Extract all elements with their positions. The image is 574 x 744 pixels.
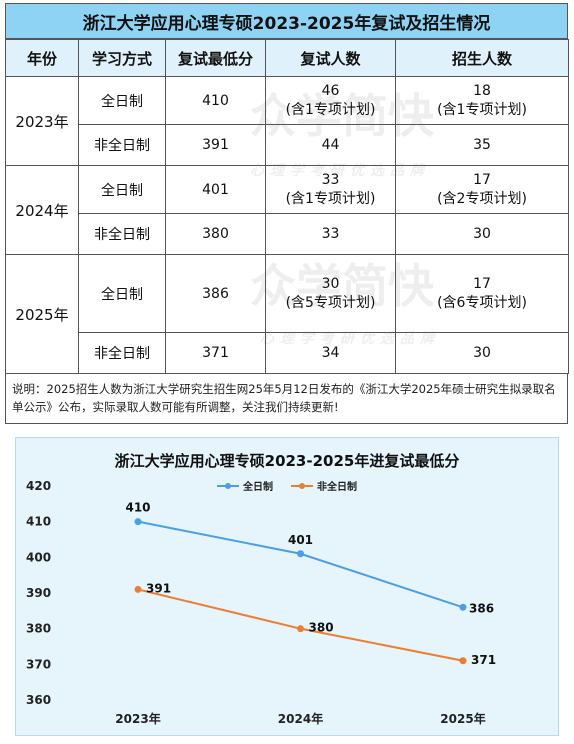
data-point (134, 585, 142, 593)
y-tick-label: 380 (26, 622, 51, 636)
admit-cell: 17 (含2专项计划) (395, 165, 569, 214)
line-chart-panel: 浙江大学应用心理专硕2023-2025年进复试最低分 全日制 非全日制 360 3… (15, 437, 559, 736)
y-tick-label: 400 (26, 550, 51, 564)
score-cell: 386 (165, 254, 266, 333)
header-retest-count: 复试人数 (265, 39, 396, 77)
y-tick-label: 390 (26, 586, 51, 600)
score-cell: 410 (165, 76, 266, 125)
data-point (459, 603, 467, 611)
legend-label: 全日制 (243, 482, 273, 493)
mode-cell: 全日制 (78, 254, 166, 333)
y-tick-label: 420 (26, 479, 51, 493)
chart-title: 浙江大学应用心理专硕2023-2025年进复试最低分 (114, 452, 460, 470)
mode-cell: 非全日制 (78, 332, 166, 374)
admit-cell: 30 (395, 332, 569, 374)
data-point (459, 657, 467, 665)
data-label: 380 (309, 621, 334, 635)
score-cell: 391 (165, 124, 266, 166)
table-row: 2025年 全日制 386 30 (含5专项计划) 17 (含6专项计划) (5, 254, 569, 374)
line-chart: 360 370 380 390 400 410 420 2023年 2024年 2025年 410 4… (26, 479, 496, 726)
header-admit-count: 招生人数 (395, 39, 569, 77)
data-label: 386 (469, 601, 494, 615)
legend-swatch-parttime (291, 482, 313, 489)
data-label: 401 (288, 533, 313, 547)
score-cell: 401 (165, 165, 266, 214)
data-point (297, 550, 304, 558)
year-cell: 2024年 (5, 165, 79, 255)
retest-note: (含1专项计划) (285, 101, 376, 118)
retest-value: 46 (321, 82, 340, 99)
admit-cell: 30 (395, 213, 569, 255)
admit-value: 18 (473, 82, 491, 99)
table-row: 非全日制 391 44 35 (6, 124, 569, 166)
score-cell: 371 (165, 332, 266, 374)
x-tick-label: 2025年 (440, 711, 485, 726)
admit-cell: 18 (含1专项计划) (395, 76, 569, 125)
admit-cell: 17 (含6专项计划) (395, 254, 569, 333)
header-mode: 学习方式 (78, 39, 166, 77)
data-label: 391 (146, 581, 171, 595)
legend-item-parttime: 非全日制 (291, 478, 357, 493)
data-point (134, 518, 142, 526)
retest-cell: 46 (含1专项计划) (265, 76, 396, 125)
header-year: 年份 (5, 39, 79, 77)
y-tick-label: 410 (26, 515, 51, 529)
table-row: 2024年 全日制 401 33 (含1专项计划) 17 (含2专项计划) (5, 165, 569, 255)
retest-cell: 34 (265, 332, 396, 374)
y-tick-label: 370 (26, 657, 51, 671)
year-cell: 2025年 (5, 254, 79, 374)
table-header-row: 年份 学习方式 复试最低分 复试人数 招生人数 (5, 39, 569, 77)
admit-cell: 35 (395, 124, 569, 166)
year-cell: 2023年 (5, 76, 79, 166)
retest-value: 30 (321, 275, 340, 292)
admit-value: 17 (473, 171, 491, 188)
page-title: 浙江大学应用心理专硕2023-2025年复试及招生情况 (5, 3, 568, 39)
data-label: 410 (125, 501, 150, 515)
table-row: 非全日制 371 34 30 (6, 332, 569, 374)
mode-cell: 非全日制 (78, 213, 166, 255)
retest-cell: 44 (265, 124, 396, 166)
footnote: 说明：2025招生人数为浙江大学研究生招生网25年5月12日发布的《浙江大学20… (5, 374, 568, 424)
x-tick-label: 2024年 (278, 711, 323, 726)
mode-cell: 非全日制 (78, 124, 166, 166)
admit-value: 17 (473, 275, 491, 292)
stats-table: 年份 学习方式 复试最低分 复试人数 招生人数 2023年 全日制 410 46… (5, 39, 569, 374)
retest-cell: 33 (265, 213, 396, 255)
retest-note: (含5专项计划) (285, 294, 376, 311)
chart-legend: 全日制 非全日制 (16, 478, 558, 493)
data-point (297, 625, 304, 633)
legend-swatch-fulltime (217, 482, 239, 489)
table-row: 非全日制 380 33 30 (6, 213, 569, 255)
retest-value: 33 (321, 171, 340, 188)
legend-label: 非全日制 (317, 482, 357, 493)
series-line-1 (137, 588, 464, 662)
admit-note: (含1专项计划) (437, 101, 527, 118)
header-min-score: 复试最低分 (165, 39, 266, 77)
score-cell: 380 (165, 213, 266, 255)
retest-cell: 33 (含1专项计划) (265, 165, 396, 214)
retest-note: (含1专项计划) (285, 190, 376, 207)
legend-item-fulltime: 全日制 (217, 478, 273, 493)
admit-note: (含6专项计划) (437, 294, 527, 311)
mode-cell: 全日制 (78, 165, 166, 214)
x-tick-label: 2023年 (115, 711, 160, 726)
y-tick-label: 360 (26, 693, 51, 707)
table-row: 2023年 全日制 410 46 (含1专项计划) 18 (含1专项计划) (5, 76, 569, 166)
stats-table-section: 浙江大学应用心理专硕2023-2025年复试及招生情况 年份 学习方式 复试最低… (5, 3, 569, 424)
retest-cell: 30 (含5专项计划) (265, 254, 396, 333)
data-label: 371 (471, 653, 496, 667)
mode-cell: 全日制 (78, 76, 166, 125)
admit-note: (含2专项计划) (437, 190, 527, 207)
